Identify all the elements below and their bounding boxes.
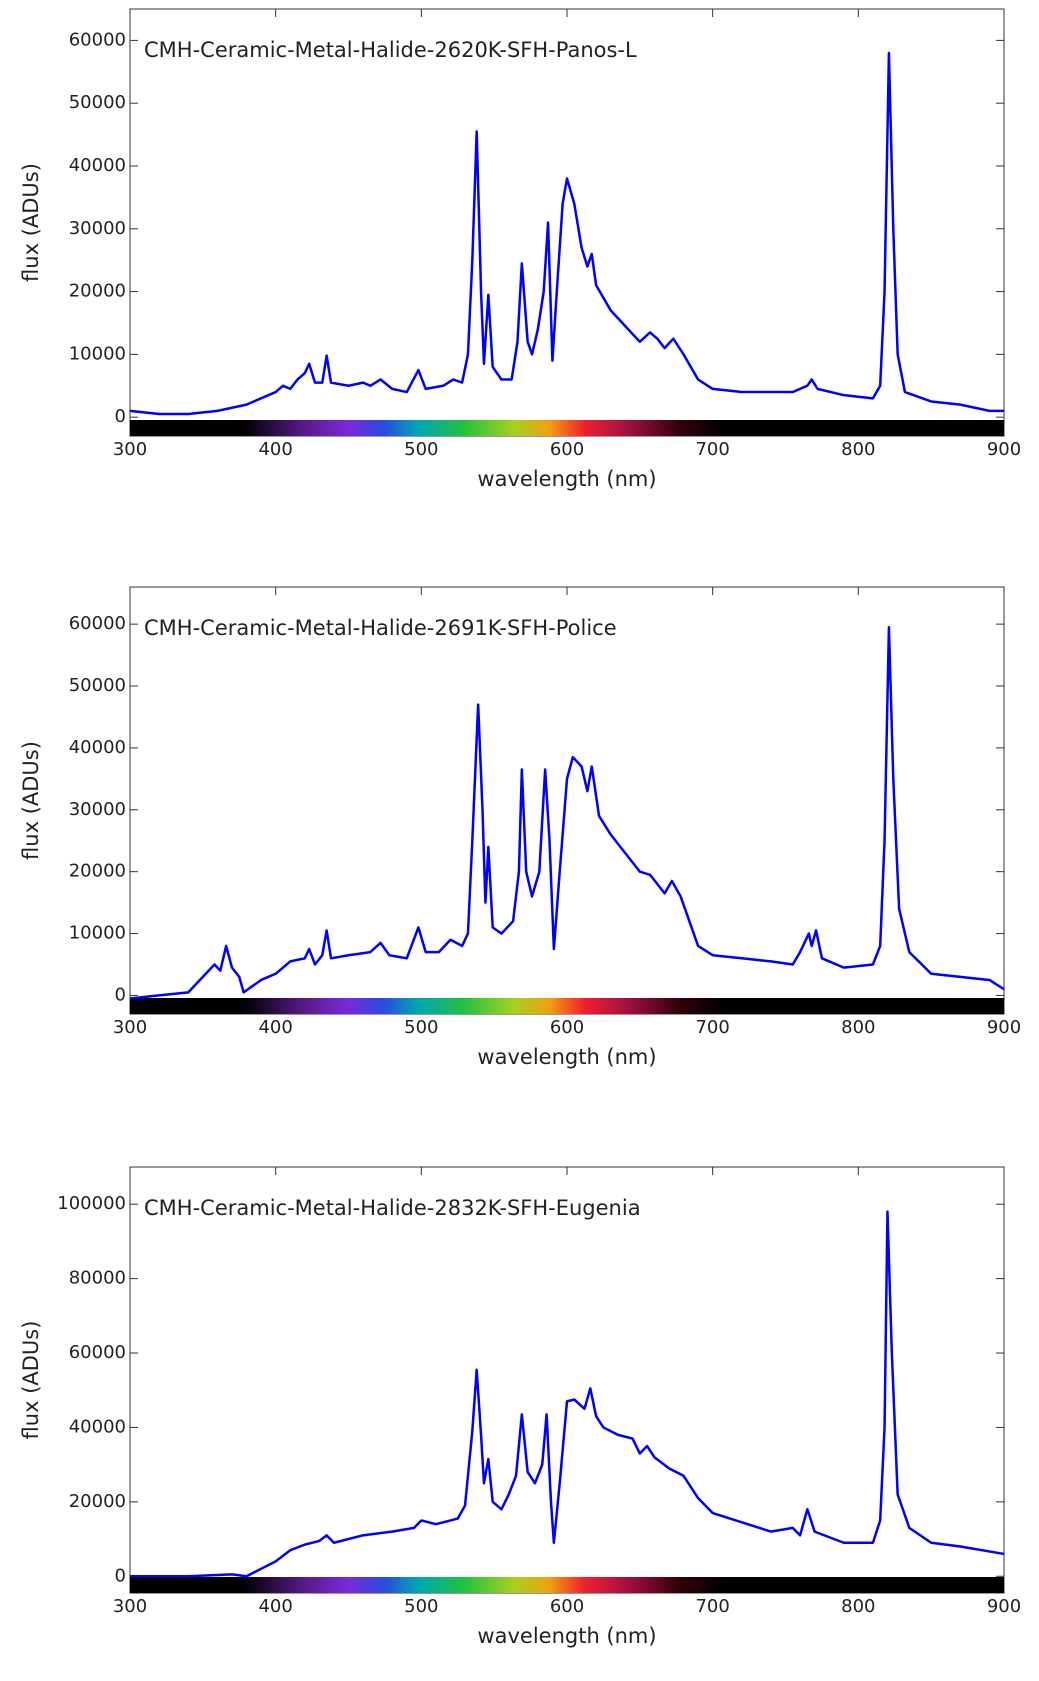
x-tick-label: 800 xyxy=(841,439,875,460)
x-tick-label: 700 xyxy=(695,1596,729,1617)
x-tick-label: 900 xyxy=(987,1017,1021,1038)
panel-title: CMH-Ceramic-Metal-Halide-2691K-SFH-Polic… xyxy=(144,616,617,640)
x-tick-label: 300 xyxy=(113,439,147,460)
y-tick-label: 50000 xyxy=(69,92,126,113)
x-tick-label: 400 xyxy=(258,439,292,460)
plot-frame xyxy=(129,8,1005,437)
y-tick-label: 30000 xyxy=(69,799,126,820)
y-tick-label: 100000 xyxy=(57,1193,126,1214)
spectrum-line xyxy=(129,51,1004,416)
x-tick-label: 400 xyxy=(258,1596,292,1617)
x-tick-label: 500 xyxy=(404,1017,438,1038)
x-axis-label: wavelength (nm) xyxy=(477,1045,656,1069)
spectrum-bar xyxy=(130,1577,1004,1593)
panel-title: CMH-Ceramic-Metal-Halide-2620K-SFH-Panos… xyxy=(144,38,637,62)
x-tick-label: 700 xyxy=(695,439,729,460)
panel: 0 20000 40000 60000 80000 100000 300 400 500 600 7… xyxy=(19,1166,1021,1648)
plot-frame xyxy=(129,586,1005,1015)
y-tick-label: 0 xyxy=(115,984,126,1005)
x-tick-label: 900 xyxy=(987,439,1021,460)
x-tick-label: 500 xyxy=(404,1596,438,1617)
x-tick-label: 700 xyxy=(695,1017,729,1038)
spectrum-bar xyxy=(130,998,1004,1014)
x-tick-label: 800 xyxy=(841,1596,875,1617)
y-tick-label: 60000 xyxy=(69,29,126,50)
x-axis-label: wavelength (nm) xyxy=(477,1624,656,1648)
y-tick-label: 0 xyxy=(115,1565,126,1586)
panel-title: CMH-Ceramic-Metal-Halide-2832K-SFH-Eugen… xyxy=(144,1196,641,1220)
y-tick-label: 60000 xyxy=(69,1342,126,1363)
y-axis-label: flux (ADUs) xyxy=(19,1321,43,1440)
y-tick-label: 60000 xyxy=(69,613,126,634)
panel: 0 10000 20000 30000 40000 50000 60000 300 400 500… xyxy=(19,8,1021,491)
y-tick-label: 50000 xyxy=(69,675,126,696)
y-tick-label: 0 xyxy=(115,406,126,427)
x-tick-label: 800 xyxy=(841,1017,875,1038)
y-axis-label: flux (ADUs) xyxy=(19,741,43,860)
y-axis-label: flux (ADUs) xyxy=(19,163,43,282)
x-tick-label: 300 xyxy=(113,1017,147,1038)
x-tick-label: 600 xyxy=(550,439,584,460)
y-tick-label: 20000 xyxy=(69,281,126,302)
y-tick-label: 40000 xyxy=(69,1416,126,1437)
y-tick-label: 10000 xyxy=(69,923,126,944)
y-tick-label: 20000 xyxy=(69,1491,126,1512)
spectrum-line xyxy=(130,1210,1005,1578)
spectrum-line xyxy=(129,625,1005,1000)
plot-frame xyxy=(129,1166,1005,1594)
y-tick-label: 80000 xyxy=(69,1268,126,1289)
y-tick-label: 30000 xyxy=(69,218,126,239)
y-tick-label: 40000 xyxy=(69,737,126,758)
y-tick-label: 10000 xyxy=(69,343,126,364)
x-tick-label: 900 xyxy=(987,1596,1021,1617)
panel: 0 10000 20000 30000 40000 50000 60000 300 400 500… xyxy=(19,586,1021,1069)
x-tick-label: 600 xyxy=(550,1017,584,1038)
x-tick-label: 600 xyxy=(550,1596,584,1617)
spectrum-bar xyxy=(130,420,1004,436)
y-tick-label: 20000 xyxy=(69,861,126,882)
x-tick-label: 500 xyxy=(404,439,438,460)
x-tick-label: 300 xyxy=(113,1596,147,1617)
y-tick-label: 40000 xyxy=(69,155,126,176)
x-tick-label: 400 xyxy=(258,1017,292,1038)
x-axis-label: wavelength (nm) xyxy=(477,467,656,491)
